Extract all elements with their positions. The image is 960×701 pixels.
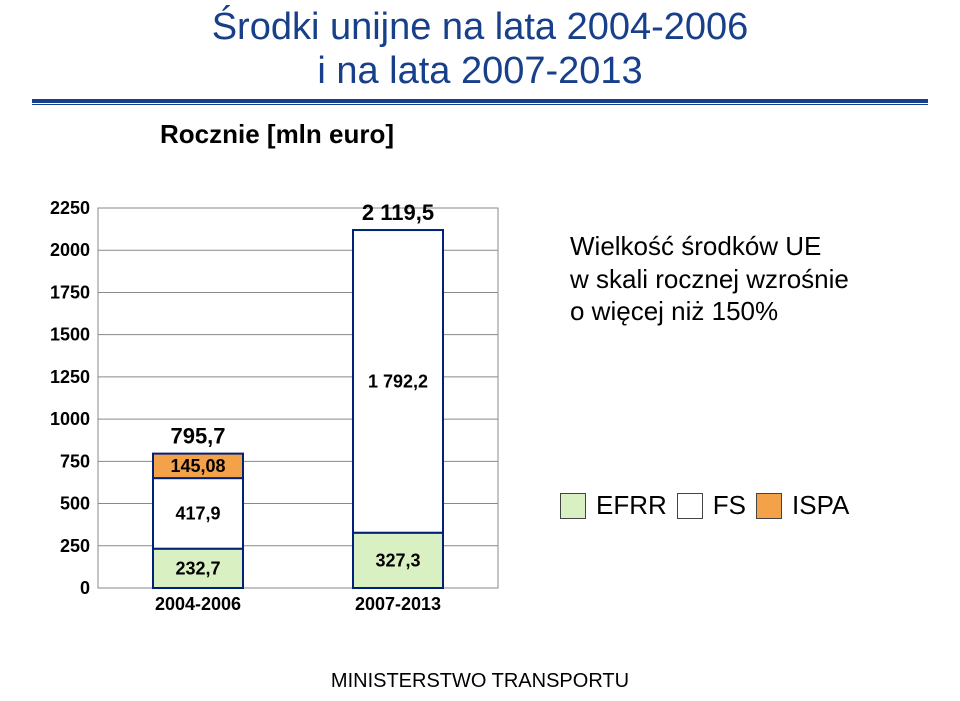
y-tick-label: 750 — [60, 451, 90, 471]
title-block: Środki unijne na lata 2004-2006 i na lat… — [0, 0, 960, 93]
legend: EFRR FS ISPA — [560, 490, 849, 521]
footer-text: MINISTERSTWO TRANSPORTU — [0, 670, 960, 693]
x-tick-label: 2007-2013 — [355, 594, 441, 614]
subtitle: Rocznie [mln euro] — [160, 119, 960, 150]
side-note-line: Wielkość środków UE — [570, 230, 849, 263]
legend-swatch — [756, 493, 782, 519]
title-line-1: Środki unijne na lata 2004-2006 — [0, 6, 960, 50]
title-underline — [32, 99, 928, 105]
bar-segment-label: 145,08 — [170, 456, 225, 476]
bar-total-label: 2 119,5 — [362, 200, 434, 225]
side-note: Wielkość środków UE w skali rocznej wzro… — [570, 230, 849, 328]
y-tick-label: 1250 — [50, 367, 90, 387]
legend-label: FS — [713, 490, 746, 521]
bar-segment-label: 1 792,2 — [368, 371, 428, 391]
y-tick-label: 250 — [60, 536, 90, 556]
bar-segment-label: 232,7 — [175, 558, 220, 578]
bar-segment-label: 327,3 — [375, 550, 420, 570]
legend-swatch — [677, 493, 703, 519]
bar-chart-svg: 0 250 500 750 1000 1250 1500 1750 2000 2250 232,7 4… — [38, 198, 508, 628]
legend-label: ISPA — [792, 490, 849, 521]
title-line-2: i na lata 2007-2013 — [0, 50, 960, 94]
bar-segment-label: 417,9 — [175, 503, 220, 523]
y-tick-label: 1000 — [50, 409, 90, 429]
bar-chart: 0 250 500 750 1000 1250 1500 1750 2000 2250 232,7 4… — [38, 198, 508, 638]
side-note-line: o więcej niż 150% — [570, 295, 849, 328]
y-tick-label: 0 — [80, 578, 90, 598]
y-tick-label: 2000 — [50, 240, 90, 260]
bar-total-label: 795,7 — [170, 424, 225, 449]
y-tick-label: 2250 — [50, 198, 90, 218]
side-note-line: w skali rocznej wzrośnie — [570, 263, 849, 296]
x-tick-label: 2004-2006 — [155, 594, 241, 614]
y-tick-label: 1750 — [50, 282, 90, 302]
legend-swatch — [560, 493, 586, 519]
legend-label: EFRR — [596, 490, 667, 521]
y-tick-label: 500 — [60, 494, 90, 514]
y-tick-label: 1500 — [50, 325, 90, 345]
